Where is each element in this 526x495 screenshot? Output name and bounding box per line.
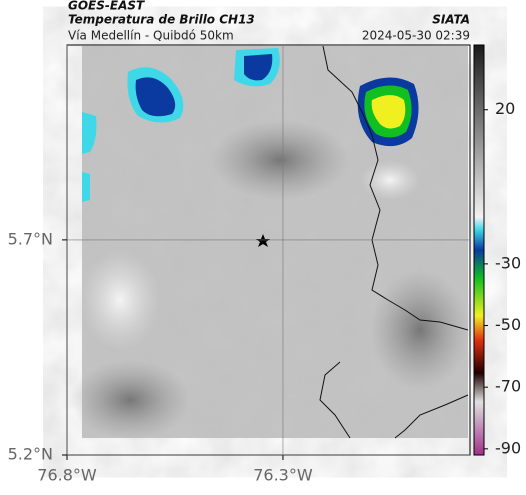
x-tick-label: 76.3°W xyxy=(253,466,313,485)
colorbar xyxy=(473,44,485,456)
source: SIATA xyxy=(432,13,470,27)
imagery xyxy=(70,45,470,440)
timestamp: 2024-05-30 02:39 xyxy=(362,29,470,43)
colorbar-label: -70 xyxy=(495,377,521,396)
title: GOES-EAST xyxy=(68,0,145,13)
colorbar-label: -30 xyxy=(495,253,521,272)
y-tick-label: 5.2°N xyxy=(8,445,53,464)
y-tick-label: 5.7°N xyxy=(8,229,53,248)
region: Vía Medellín - Quibdó 50km xyxy=(68,29,234,43)
subtitle: Temperatura de Brillo CH13 xyxy=(68,13,255,27)
colorbar-label: 20 xyxy=(495,99,515,118)
colorbar-label: -90 xyxy=(495,438,521,457)
colorbar-label: -50 xyxy=(495,315,521,334)
x-tick-label: 76.8°W xyxy=(37,466,97,485)
